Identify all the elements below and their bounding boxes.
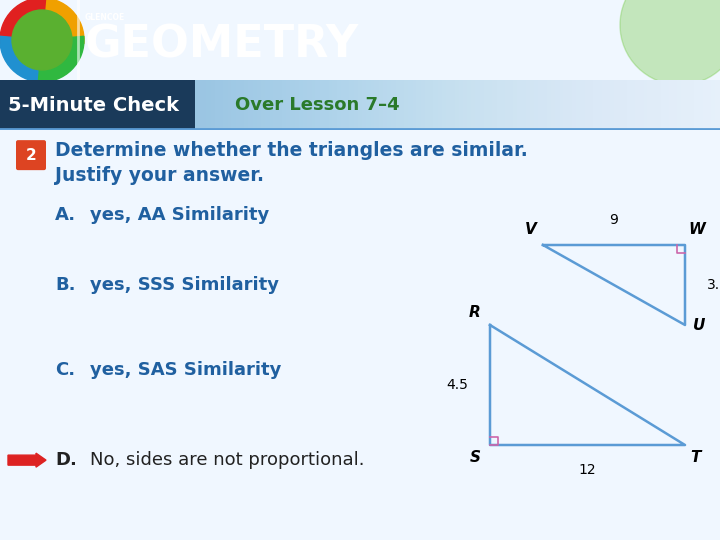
Text: 9: 9 xyxy=(610,213,618,227)
Text: B.: B. xyxy=(55,276,76,294)
Text: T: T xyxy=(690,450,700,465)
Text: No, sides are not proportional.: No, sides are not proportional. xyxy=(90,451,364,469)
Text: D.: D. xyxy=(55,451,77,469)
Text: 4.5: 4.5 xyxy=(446,378,468,392)
FancyBboxPatch shape xyxy=(16,140,46,170)
Text: 12: 12 xyxy=(579,463,596,477)
FancyArrow shape xyxy=(8,453,46,467)
Text: S: S xyxy=(469,450,480,465)
Wedge shape xyxy=(38,0,84,44)
Text: 5-Minute Check: 5-Minute Check xyxy=(8,96,179,114)
Text: yes, SAS Similarity: yes, SAS Similarity xyxy=(90,361,282,379)
Wedge shape xyxy=(0,0,45,44)
Text: Determine whether the triangles are similar.: Determine whether the triangles are simi… xyxy=(55,140,528,160)
Text: yes, SSS Similarity: yes, SSS Similarity xyxy=(90,276,279,294)
Wedge shape xyxy=(38,36,84,82)
Text: R: R xyxy=(469,305,481,320)
Text: W: W xyxy=(688,222,706,237)
Text: A.: A. xyxy=(55,206,76,224)
Text: 2: 2 xyxy=(26,147,37,163)
Text: Justify your answer.: Justify your answer. xyxy=(55,166,264,185)
Wedge shape xyxy=(0,36,45,82)
Text: GLENCOE: GLENCOE xyxy=(85,14,125,23)
Circle shape xyxy=(12,10,72,70)
Text: C.: C. xyxy=(55,361,75,379)
Circle shape xyxy=(620,0,720,85)
Text: GEOMETRY: GEOMETRY xyxy=(85,23,359,66)
Text: yes, AA Similarity: yes, AA Similarity xyxy=(90,206,269,224)
Text: U: U xyxy=(693,318,705,333)
Text: 3.5: 3.5 xyxy=(707,278,720,292)
Text: V: V xyxy=(525,222,537,237)
Bar xyxy=(0,80,195,130)
Text: Over Lesson 7–4: Over Lesson 7–4 xyxy=(235,96,400,114)
